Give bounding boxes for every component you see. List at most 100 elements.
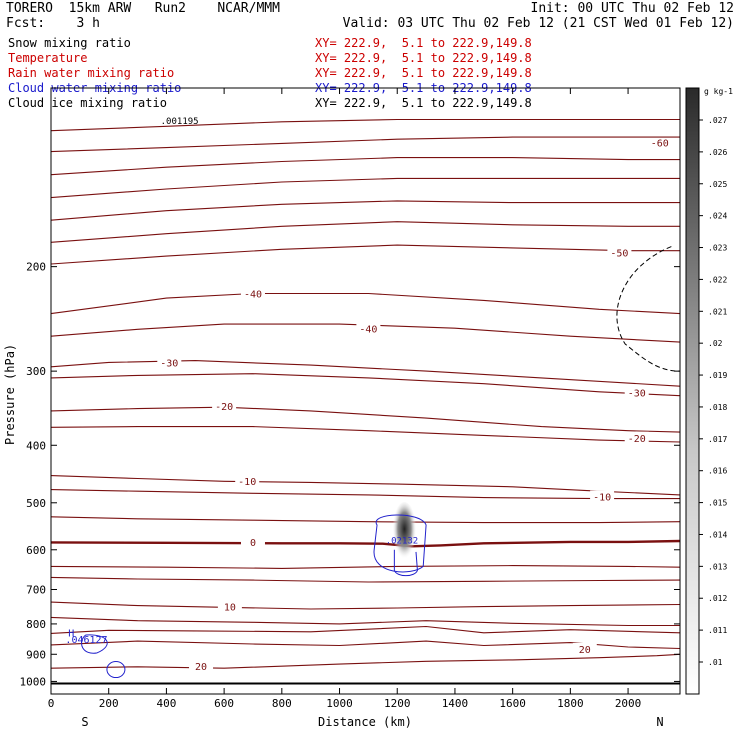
temperature-contour-label: -50	[610, 248, 628, 259]
cloud-water-max-label: H	[68, 628, 74, 639]
contour-label-bg	[212, 400, 237, 413]
colorbar-tick-label: .011	[708, 626, 727, 635]
cloud-water-contour	[373, 514, 427, 573]
temperature-contour	[50, 136, 680, 153]
temperature-contour	[50, 221, 680, 243]
temperature-contour-label: 0	[250, 538, 256, 549]
colorbar-tick-label: .027	[708, 116, 727, 125]
init-time: Init: 00 UTC Thu 02 Feb 12	[530, 1, 735, 16]
x-tick-label: 600	[214, 697, 234, 710]
y-tick-label: 600	[26, 544, 46, 557]
y-tick-label: 500	[26, 497, 46, 510]
temperature-contour	[50, 475, 681, 496]
y-tick-label: 700	[26, 584, 46, 597]
temperature-contour	[50, 157, 680, 176]
temperature-contour	[50, 653, 681, 669]
y-tick-label: 300	[26, 365, 46, 378]
colorbar-tick-label: .015	[708, 499, 727, 508]
contour-label-bg	[217, 600, 242, 613]
x-tick-label: 1400	[442, 697, 469, 710]
temperature-contour	[50, 601, 681, 610]
cloud-ice-contour	[616, 246, 681, 372]
temperature-contour	[50, 292, 681, 315]
contour-label-bg	[647, 136, 672, 149]
temperature-contour	[50, 640, 681, 650]
contour-label-bg	[235, 474, 260, 487]
field-temperature: Temperature	[8, 51, 88, 65]
colorbar-tick-label: .017	[708, 435, 727, 444]
temperature-contour	[50, 565, 681, 569]
colorbar-tick-label: .023	[708, 244, 727, 253]
contour-label-bg	[240, 287, 265, 300]
colorbar-tick-label: .02	[708, 339, 723, 348]
temperature-contour-label: -20	[628, 434, 646, 445]
y-tick-label: 800	[26, 618, 46, 631]
colorbar-tick-label: .014	[708, 530, 727, 539]
contour-label-bg	[590, 490, 615, 503]
colorbar-tick-label: .025	[708, 180, 727, 189]
temperature-contour	[50, 323, 681, 343]
colorbar-tick-label: .024	[708, 212, 727, 221]
colorbar-tick-label: .01	[708, 658, 723, 667]
temperature-contour	[50, 426, 681, 443]
x-tick-label: 1600	[499, 697, 526, 710]
x-tick-label: 800	[272, 697, 292, 710]
temperature-contour-label: 20	[579, 645, 591, 656]
y-tick-label: 1000	[20, 675, 47, 688]
temperature-contour	[50, 373, 681, 397]
temperature-contour	[50, 118, 680, 132]
temperature-contour-label: -30	[628, 388, 646, 399]
snow-max-value: .02132	[386, 537, 419, 547]
field-snow-xy: XY= 222.9, 5.1 to 222.9,149.8	[315, 36, 532, 50]
colorbar-tick-label: .016	[708, 467, 727, 476]
x-tick-label: 1200	[384, 697, 411, 710]
field-cloud-ice-xy: XY= 222.9, 5.1 to 222.9,149.8	[315, 96, 532, 110]
y-axis-title: Pressure (hPa)	[3, 344, 17, 445]
colorbar-tick-label: .026	[708, 148, 727, 157]
field-snow: Snow mixing ratio	[8, 36, 131, 50]
temperature-contour	[50, 516, 681, 524]
y-tick-label: 900	[26, 648, 46, 661]
temperature-contour	[50, 177, 680, 199]
field-cloud-ice: Cloud ice mixing ratio	[8, 96, 167, 110]
temperature-contour	[50, 625, 681, 634]
forecast-hour: Fcst: 3 h	[6, 16, 100, 31]
contour-label-bg	[572, 642, 597, 655]
contour-label-bg	[240, 535, 265, 548]
cloud-water-contour	[393, 549, 418, 577]
x-axis-title: Distance (km)	[318, 715, 412, 729]
colorbar-scale	[685, 87, 700, 695]
field-temperature-xy: XY= 222.9, 5.1 to 222.9,149.8	[315, 51, 532, 65]
temperature-contour-label: 20	[195, 662, 207, 673]
temperature-contour	[50, 576, 681, 583]
temperature-contour	[50, 406, 681, 433]
temperature-contour-label: -20	[215, 402, 233, 413]
plot-area: -60-50-40-40-30-30-20-20-10-100102020H.0…	[50, 117, 681, 685]
cloud-ice-max-value: .001195	[161, 117, 199, 127]
snow-mixing-fill	[392, 501, 417, 562]
temperature-contour-label: -10	[238, 477, 256, 488]
temperature-contour	[50, 200, 680, 221]
temperature-contour	[50, 360, 681, 387]
field-rain-xy: XY= 222.9, 5.1 to 222.9,149.8	[315, 66, 532, 80]
colorbar-tick-label: .013	[708, 562, 727, 571]
cloud-water-contour	[81, 634, 108, 654]
cloud-water-max-value: .046127	[65, 635, 107, 646]
contour-label-bg	[624, 431, 649, 444]
temperature-contour-label: -30	[160, 358, 178, 369]
temperature-contour-label: -40	[359, 324, 377, 335]
x-tick-label: 200	[99, 697, 119, 710]
contour-label-bg	[189, 659, 214, 672]
temperature-contour	[50, 616, 680, 627]
colorbar-tick-label: .019	[708, 371, 727, 380]
x-tick-label: 400	[156, 697, 176, 710]
south-label: S	[81, 715, 88, 729]
x-tick-label: 1800	[557, 697, 584, 710]
x-tick-label: 2000	[615, 697, 642, 710]
contour-label-bg	[356, 322, 381, 335]
cloud-water-contour	[106, 661, 126, 679]
colorbar-tick-label: .022	[708, 275, 727, 284]
x-tick-label: 1000	[326, 697, 353, 710]
